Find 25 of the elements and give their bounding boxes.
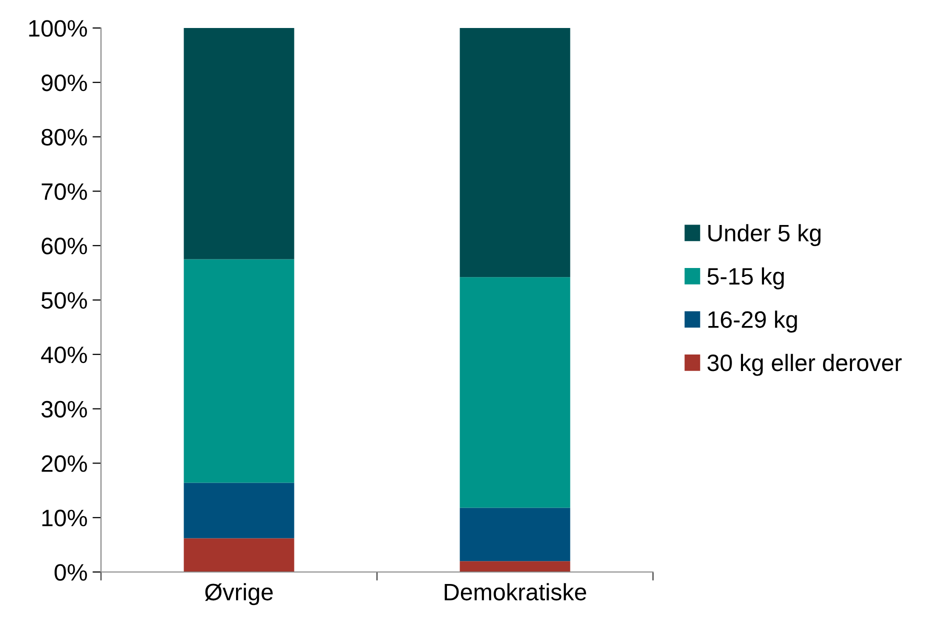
y-tick-label: 0%	[54, 564, 87, 581]
legend-label: 30 kg eller derover	[707, 354, 902, 376]
bar	[184, 538, 294, 572]
y-tick-label: 70%	[42, 183, 87, 200]
x-tick-label: Øvrige	[205, 583, 273, 606]
bar	[460, 277, 570, 508]
legend-label: Under 5 kg	[708, 224, 821, 246]
y-tick-label: 50%	[41, 292, 87, 309]
bar	[460, 508, 570, 562]
bar	[184, 482, 294, 538]
bar	[460, 28, 570, 278]
y-tick-label: 60%	[42, 238, 87, 254]
y-tick-label: 90%	[42, 74, 87, 92]
y-tick-label: 30%	[41, 400, 87, 418]
y-tick-label: 80%	[42, 128, 87, 146]
bar	[184, 259, 294, 483]
y-tick-label: 40%	[41, 346, 87, 364]
legend-label: 5-15 kg	[707, 267, 784, 290]
bar	[184, 28, 294, 260]
y-tick-label: 20%	[42, 455, 87, 472]
bar	[460, 561, 570, 572]
x-tick-label: Demokratiske	[444, 583, 586, 600]
y-tick-label: 10%	[42, 510, 87, 526]
legend-label: 16-29 kg	[708, 310, 797, 333]
y-tick-label: 100%	[29, 20, 87, 37]
